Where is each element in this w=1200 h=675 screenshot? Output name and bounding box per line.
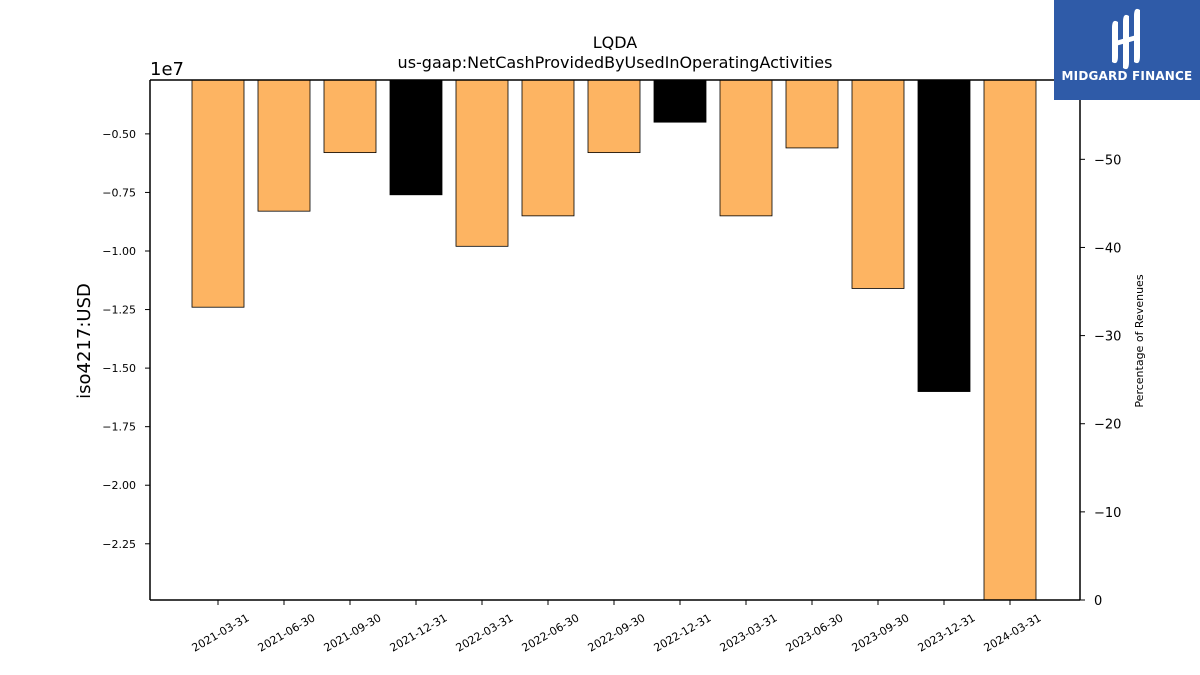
x-tick-label: 2022-12-31 bbox=[652, 611, 714, 654]
bar-2024-03-31 bbox=[983, 79, 1037, 601]
y-tick-label: −0.50 bbox=[102, 128, 136, 141]
bar-2023-09-30 bbox=[851, 79, 905, 289]
x-tick-label: 2023-09-30 bbox=[850, 611, 912, 654]
bar-2022-12-31 bbox=[653, 79, 707, 123]
y2-tick-label: −50 bbox=[1094, 153, 1121, 168]
x-tick-label: 2024-03-31 bbox=[982, 611, 1044, 654]
y2-axis-label: Percentage of Revenues bbox=[1133, 274, 1146, 407]
x-tick-label: 2023-12-31 bbox=[916, 611, 978, 654]
logo-text: MIDGARD FINANCE bbox=[1061, 69, 1193, 83]
y-tick-label: −1.25 bbox=[102, 304, 136, 317]
y-axis-label: iso4217:USD bbox=[74, 283, 95, 399]
bar-2023-12-31 bbox=[917, 79, 971, 392]
chart-subtitle: us-gaap:NetCashProvidedByUsedInOperating… bbox=[398, 53, 833, 72]
x-tick-label: 2021-12-31 bbox=[388, 611, 450, 654]
midgard-finance-logo: MIDGARD FINANCE bbox=[1054, 0, 1200, 100]
x-tick-label: 2022-09-30 bbox=[586, 611, 648, 654]
bar-2022-06-30 bbox=[521, 79, 575, 217]
y-tick-label: −2.00 bbox=[102, 479, 136, 492]
y-tick-label: −0.75 bbox=[102, 186, 136, 199]
chart-title: LQDA bbox=[593, 33, 638, 52]
y-tick-label: −2.25 bbox=[102, 538, 136, 551]
bar-2023-06-30 bbox=[785, 79, 839, 149]
x-tick-label: 2021-03-31 bbox=[190, 611, 252, 654]
x-tick-label: 2021-06-30 bbox=[256, 611, 318, 654]
y-tick-label: −1.00 bbox=[102, 245, 136, 258]
x-tick-label: 2023-06-30 bbox=[784, 611, 846, 654]
y2-tick-label: −20 bbox=[1094, 418, 1121, 433]
x-tick-label: 2022-06-30 bbox=[520, 611, 582, 654]
bar-2021-12-31 bbox=[389, 79, 443, 196]
y2-tick-label: −10 bbox=[1094, 506, 1121, 521]
bar-2021-09-30 bbox=[323, 79, 377, 154]
x-tick-label: 2023-03-31 bbox=[718, 611, 780, 654]
y2-tick-label: −30 bbox=[1094, 330, 1121, 345]
y-tick-label: −1.75 bbox=[102, 421, 136, 434]
bar-2023-03-31 bbox=[719, 79, 773, 217]
y2-tick-label: −40 bbox=[1094, 241, 1121, 256]
bar-2022-09-30 bbox=[587, 79, 641, 154]
y2-tick-label: 0 bbox=[1094, 594, 1102, 609]
bar-2021-03-31 bbox=[191, 79, 245, 308]
x-tick-label: 2022-03-31 bbox=[454, 611, 516, 654]
y-tick-label: −1.50 bbox=[102, 362, 136, 375]
bar-2021-06-30 bbox=[257, 79, 311, 212]
bars-layer bbox=[191, 79, 1037, 601]
y-offset-label: 1e7 bbox=[150, 59, 184, 80]
x-tick-label: 2021-09-30 bbox=[322, 611, 384, 654]
bar-2022-03-31 bbox=[455, 79, 509, 247]
midgard-logo-icon bbox=[1112, 8, 1140, 70]
